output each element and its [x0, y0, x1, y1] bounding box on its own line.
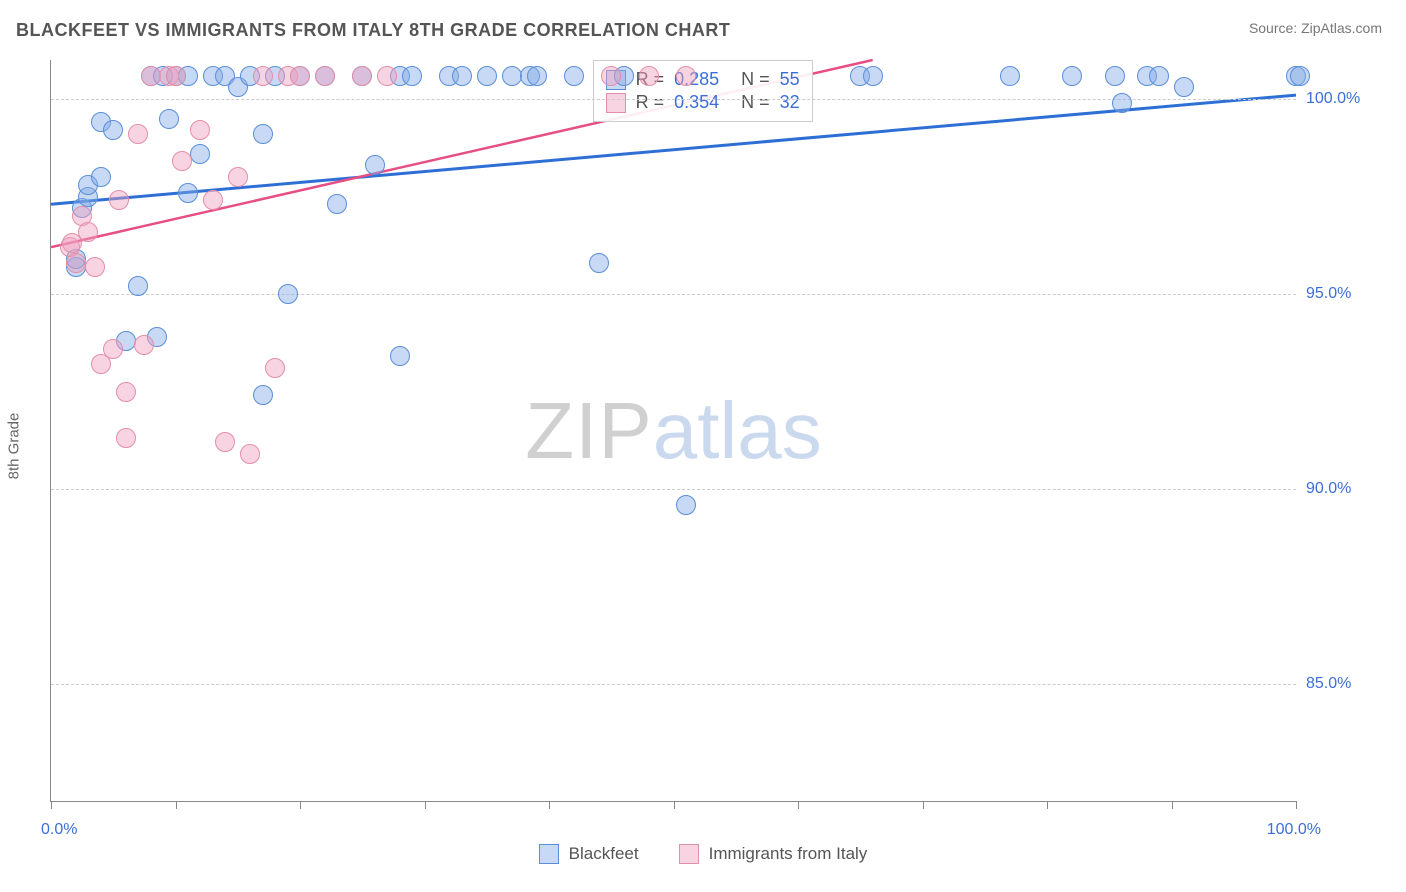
data-point — [141, 66, 161, 86]
y-axis-label: 8th Grade — [6, 413, 23, 480]
data-point — [116, 382, 136, 402]
data-point — [253, 66, 273, 86]
data-point — [639, 66, 659, 86]
data-point — [1174, 77, 1194, 97]
stat-row: R = 0.354N = 32 — [606, 92, 800, 113]
data-point — [159, 109, 179, 129]
stat-row: R = 0.285N = 55 — [606, 69, 800, 90]
data-point — [1149, 66, 1169, 86]
data-point — [265, 358, 285, 378]
data-point — [452, 66, 472, 86]
data-point — [327, 194, 347, 214]
data-point — [190, 120, 210, 140]
data-point — [91, 167, 111, 187]
data-point — [1290, 66, 1310, 86]
data-point — [564, 66, 584, 86]
data-point — [85, 257, 105, 277]
data-point — [134, 335, 154, 355]
xtick — [1047, 801, 1048, 809]
data-point — [253, 385, 273, 405]
xtick — [1172, 801, 1173, 809]
legend-item: Blackfeet — [539, 844, 639, 864]
data-point — [1112, 93, 1132, 113]
page-title: BLACKFEET VS IMMIGRANTS FROM ITALY 8TH G… — [16, 20, 730, 41]
data-point — [502, 66, 522, 86]
data-point — [390, 346, 410, 366]
data-point — [116, 428, 136, 448]
data-point — [278, 284, 298, 304]
data-point — [253, 124, 273, 144]
data-point — [128, 276, 148, 296]
data-point — [215, 432, 235, 452]
data-point — [315, 66, 335, 86]
plot-area: ZIPatlas R = 0.285N = 55R = 0.354N = 32 … — [50, 60, 1296, 802]
data-point — [128, 124, 148, 144]
source-label: Source: ZipAtlas.com — [1249, 20, 1382, 41]
gridline — [51, 684, 1296, 685]
xtick — [923, 801, 924, 809]
data-point — [166, 66, 186, 86]
gridline — [51, 99, 1296, 100]
data-point — [477, 66, 497, 86]
data-point — [178, 183, 198, 203]
data-point — [103, 120, 123, 140]
data-point — [402, 66, 422, 86]
data-point — [78, 222, 98, 242]
data-point — [676, 66, 696, 86]
ytick-label: 85.0% — [1306, 675, 1386, 693]
data-point — [109, 190, 129, 210]
data-point — [172, 151, 192, 171]
data-point — [190, 144, 210, 164]
data-point — [377, 66, 397, 86]
data-point — [365, 155, 385, 175]
data-point — [352, 66, 372, 86]
ytick-label: 100.0% — [1306, 90, 1386, 108]
data-point — [228, 167, 248, 187]
xtick — [1296, 801, 1297, 809]
data-point — [240, 444, 260, 464]
data-point — [863, 66, 883, 86]
data-point — [203, 190, 223, 210]
data-point — [1000, 66, 1020, 86]
data-point — [103, 339, 123, 359]
data-point — [66, 253, 86, 273]
gridline — [51, 294, 1296, 295]
xtick — [51, 801, 52, 809]
x-end-label: 100.0% — [1267, 821, 1321, 839]
xtick — [549, 801, 550, 809]
data-point — [290, 66, 310, 86]
data-point — [676, 495, 696, 515]
x-start-label: 0.0% — [41, 821, 77, 839]
ytick-label: 95.0% — [1306, 285, 1386, 303]
data-point — [1062, 66, 1082, 86]
xtick — [300, 801, 301, 809]
xtick — [674, 801, 675, 809]
data-point — [589, 253, 609, 273]
watermark: ZIPatlas — [525, 385, 821, 477]
data-point — [1105, 66, 1125, 86]
ytick-label: 90.0% — [1306, 480, 1386, 498]
xtick — [176, 801, 177, 809]
data-point — [601, 66, 621, 86]
gridline — [51, 489, 1296, 490]
legend-item: Immigrants from Italy — [679, 844, 868, 864]
xtick — [425, 801, 426, 809]
data-point — [527, 66, 547, 86]
legend: Blackfeet Immigrants from Italy — [0, 844, 1406, 864]
xtick — [798, 801, 799, 809]
